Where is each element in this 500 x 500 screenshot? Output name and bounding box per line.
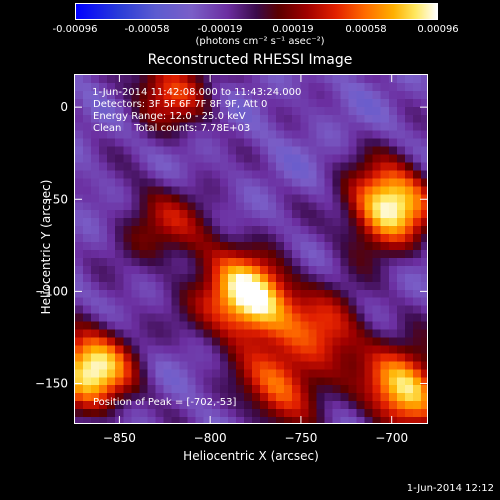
colorbar-units: (photons cm⁻² s⁻¹ asec⁻²)	[195, 36, 325, 47]
colorbar-tick: 0.00096	[417, 24, 459, 35]
colorbar-tick: 0.00058	[345, 24, 387, 35]
footer-date: 1-Jun-2014 12:12	[406, 483, 494, 494]
x-axis-label: Heliocentric X (arcsec)	[183, 449, 319, 463]
detectors-label: Detectors: 3F 5F 6F 7F 8F 9F, Att 0	[93, 99, 268, 110]
x-tick-label: −750	[284, 431, 317, 445]
y-tick-label: −50	[43, 192, 68, 206]
colorbar-tick: 0.00019	[272, 24, 314, 35]
x-tick-label: −700	[375, 431, 408, 445]
y-axis-label: Heliocentric Y (arcsec)	[39, 179, 53, 315]
y-tick-label: −100	[35, 284, 68, 298]
heatmap-canvas	[75, 75, 427, 423]
time-range-label: 1-Jun-2014 11:42:08.000 to 11:43:24.000	[89, 87, 302, 98]
x-tick-label: −850	[103, 431, 136, 445]
x-tick-label: −800	[194, 431, 227, 445]
y-tick-label: −150	[35, 376, 68, 390]
heatmap-plot: 1-Jun-2014 11:42:08.000 to 11:43:24.000 …	[74, 74, 428, 424]
colorbar	[75, 3, 438, 20]
colorbar-tick: -0.00019	[197, 24, 243, 35]
chart-title: Reconstructed RHESSI Image	[147, 52, 353, 68]
energy-range-label: Energy Range: 12.0 - 25.0 keV	[93, 111, 246, 122]
peak-position-label: Position of Peak = [-702,-53]	[93, 397, 237, 408]
colorbar-tick: -0.00058	[124, 24, 170, 35]
y-tick-label: 0	[60, 100, 68, 114]
clean-counts-label: Clean Total counts: 7.78E+03	[93, 123, 251, 134]
colorbar-tick: -0.00096	[52, 24, 98, 35]
